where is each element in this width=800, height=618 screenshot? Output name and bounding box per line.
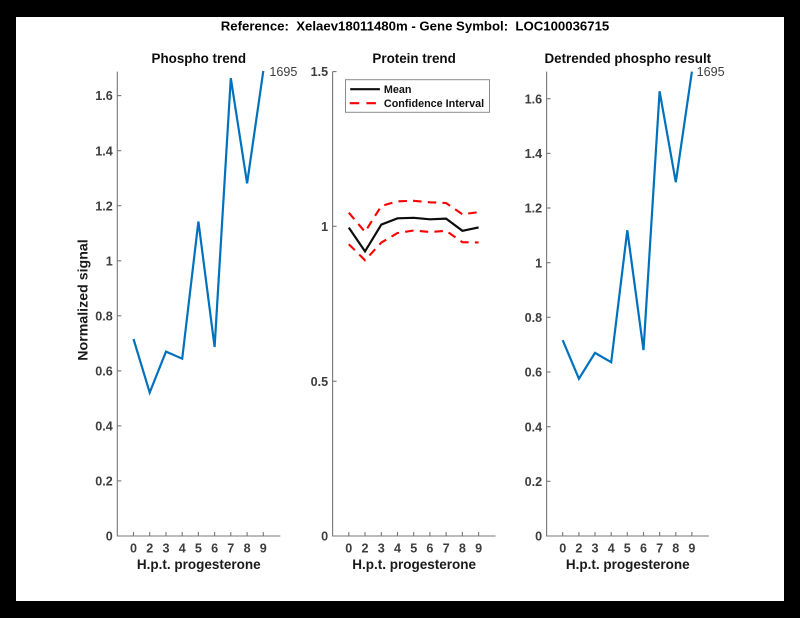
svg-text:6: 6 (211, 541, 218, 555)
svg-text:0: 0 (345, 541, 352, 555)
svg-text:9: 9 (260, 541, 267, 555)
svg-text:5: 5 (195, 541, 202, 555)
svg-text:0: 0 (559, 541, 566, 555)
svg-text:9: 9 (688, 541, 695, 555)
svg-text:Confidence Interval: Confidence Interval (384, 98, 484, 110)
svg-text:0.8: 0.8 (525, 311, 543, 325)
svg-text:8: 8 (244, 541, 251, 555)
svg-text:Phospho trend: Phospho trend (152, 51, 246, 66)
svg-text:1: 1 (106, 254, 113, 268)
svg-text:0: 0 (321, 530, 328, 544)
svg-text:2: 2 (575, 541, 582, 555)
svg-text:1.2: 1.2 (95, 199, 113, 213)
svg-text:6: 6 (640, 541, 647, 555)
svg-text:7: 7 (656, 541, 663, 555)
svg-text:0.8: 0.8 (95, 309, 113, 323)
svg-text:1.4: 1.4 (525, 147, 543, 161)
svg-text:5: 5 (624, 541, 631, 555)
svg-text:0.2: 0.2 (95, 475, 113, 489)
svg-text:1695: 1695 (269, 65, 297, 79)
svg-text:2: 2 (361, 541, 368, 555)
svg-text:7: 7 (443, 541, 450, 555)
svg-text:1: 1 (321, 220, 328, 234)
svg-text:1.2: 1.2 (525, 202, 543, 216)
svg-text:8: 8 (672, 541, 679, 555)
svg-text:0.6: 0.6 (525, 366, 543, 380)
svg-text:1695: 1695 (697, 65, 725, 79)
svg-text:9: 9 (475, 541, 482, 555)
svg-text:0: 0 (130, 541, 137, 555)
svg-text:2: 2 (146, 541, 153, 555)
svg-text:Normalized signal: Normalized signal (76, 239, 92, 360)
svg-text:4: 4 (179, 541, 186, 555)
svg-text:H.p.t. progesterone: H.p.t. progesterone (137, 557, 261, 572)
svg-text:0: 0 (535, 530, 542, 544)
svg-text:0.6: 0.6 (95, 365, 113, 379)
svg-text:7: 7 (227, 541, 234, 555)
svg-text:3: 3 (162, 541, 169, 555)
svg-text:1: 1 (535, 256, 542, 270)
svg-text:3: 3 (378, 541, 385, 555)
svg-text:0.2: 0.2 (525, 475, 543, 489)
svg-text:0: 0 (106, 530, 113, 544)
svg-text:1.6: 1.6 (95, 89, 113, 103)
svg-text:0.4: 0.4 (95, 420, 113, 434)
svg-text:5: 5 (410, 541, 417, 555)
svg-text:1.6: 1.6 (525, 92, 543, 106)
svg-text:1.4: 1.4 (95, 144, 113, 158)
svg-text:H.p.t. progesterone: H.p.t. progesterone (352, 557, 476, 572)
svg-text:Mean: Mean (384, 84, 412, 96)
svg-text:4: 4 (394, 541, 401, 555)
svg-text:4: 4 (608, 541, 615, 555)
svg-text:Protein trend: Protein trend (372, 51, 455, 66)
svg-text:H.p.t. progesterone: H.p.t. progesterone (566, 557, 690, 572)
svg-text:8: 8 (459, 541, 466, 555)
svg-text:0.5: 0.5 (311, 375, 329, 389)
svg-text:1.5: 1.5 (311, 65, 329, 79)
svg-text:Reference: Xelaev18011480m -: Reference: Xelaev18011480m - Gene Symbol… (221, 18, 610, 33)
svg-text:0.4: 0.4 (525, 420, 543, 434)
svg-text:6: 6 (426, 541, 433, 555)
svg-text:3: 3 (591, 541, 598, 555)
svg-text:Detrended phospho result: Detrended phospho result (544, 51, 711, 66)
